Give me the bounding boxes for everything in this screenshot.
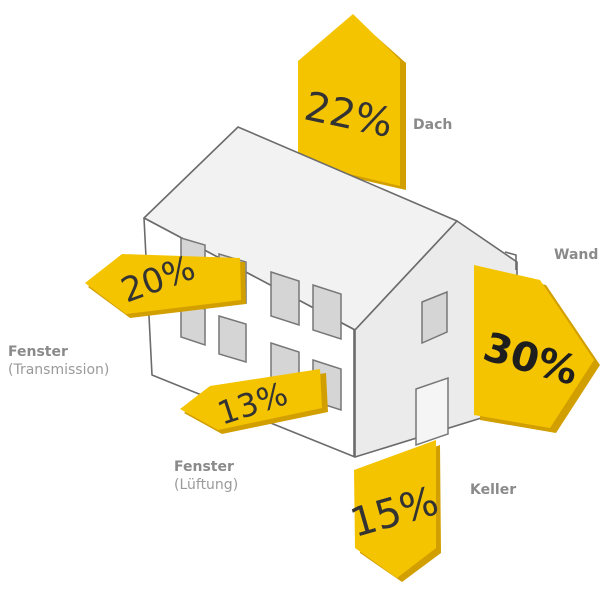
label-fenster-transmission-sub: (Transmission) [8,362,110,378]
label-dach-text: Dach [413,117,453,133]
label-keller: Keller [470,481,516,499]
side-openings [415,290,449,447]
window [312,283,342,341]
wall-arrow: 30% [474,265,600,433]
label-fenster-lueftung-sub: (Lüftung) [174,477,239,493]
side-window [421,290,448,345]
window-transmission-arrow: 20% [85,248,246,318]
label-fenster-lueftung-title: Fenster [174,459,234,475]
basement-arrow: 15% [345,440,443,582]
label-wand-text: Wand [554,247,599,263]
window-ventilation-arrow: 13% [180,369,328,434]
label-wand: Wand [554,246,598,264]
label-keller-text: Keller [470,482,517,498]
window [270,270,300,327]
window [218,314,247,364]
door [415,376,449,447]
label-fenster-lueftung: Fenster (Lüftung) [174,458,238,494]
label-fenster-transmission: Fenster (Transmission) [8,343,109,379]
label-fenster-transmission-title: Fenster [8,344,68,360]
roof-arrow: 22% [298,14,406,190]
label-dach: Dach [413,116,452,134]
